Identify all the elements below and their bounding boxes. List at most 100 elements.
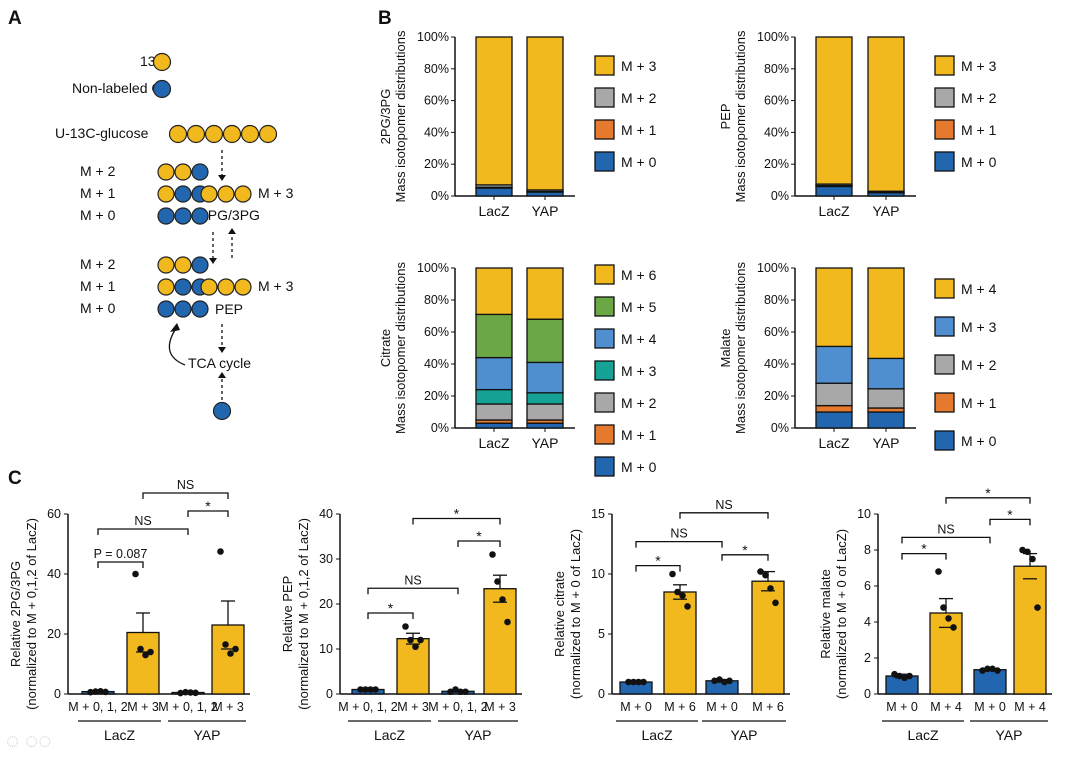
- arrows: [168, 150, 233, 400]
- category-label: LacZ: [818, 435, 850, 451]
- iso-label: M + 1: [80, 185, 116, 201]
- significance-bracket: [367, 612, 414, 619]
- category-label: M + 6: [752, 700, 784, 714]
- data-point: [979, 667, 986, 674]
- data-point: [935, 568, 942, 575]
- category-label: LacZ: [478, 435, 510, 451]
- legend-swatch: [934, 354, 955, 375]
- significance-label: *: [742, 542, 748, 558]
- significance-bracket: [412, 517, 501, 525]
- significance-bracket: [142, 492, 229, 499]
- legend-swatch: [594, 424, 615, 445]
- y-axis-sublabel: (normalized to M + 0,1,2 of LacZ): [24, 518, 39, 710]
- y-tick-label: 40%: [764, 125, 789, 139]
- stacked-segment: [475, 313, 513, 359]
- y-tick-label: 15: [591, 507, 605, 521]
- labeled-carbon-icon: [174, 256, 192, 274]
- legend-swatch: [594, 264, 615, 285]
- legend-swatch: [594, 119, 615, 140]
- data-point: [679, 592, 686, 599]
- data-point: [945, 615, 952, 622]
- category-label: M + 3: [212, 700, 244, 714]
- data-point: [711, 677, 718, 685]
- unlabeled-carbon-icon: [174, 185, 192, 203]
- group-label: YAP: [996, 727, 1023, 743]
- significance-label: *: [1007, 506, 1013, 522]
- data-point: [92, 688, 99, 695]
- data-point: [994, 667, 1001, 674]
- legend-label: M + 3: [961, 58, 997, 74]
- legend-swatch: [934, 55, 955, 76]
- data-point: [417, 636, 424, 644]
- data-point: [87, 688, 94, 696]
- significance-bracket: [679, 512, 769, 519]
- data-point: [462, 688, 469, 696]
- stacked-segment: [526, 403, 564, 421]
- labeled-carbon-icon: [157, 278, 175, 296]
- legend-swatch: [594, 456, 615, 477]
- data-point: [504, 618, 511, 626]
- glucose-label: U-13C-glucose: [55, 125, 149, 141]
- y-tick-label: 5: [598, 627, 605, 641]
- y-tick-label: 20: [319, 597, 333, 611]
- y-axis-sublabel: (normalized to M + 0,1,2 of LacZ): [296, 518, 311, 710]
- unlabeled-carbon-icon: [157, 300, 175, 318]
- data-point: [402, 623, 409, 630]
- significance-label: *: [921, 541, 927, 557]
- chart-title: PEP: [718, 103, 733, 129]
- data-point: [102, 688, 109, 696]
- labeled-carbon-icon: [217, 185, 235, 203]
- labeled-carbon-icon: [217, 278, 235, 296]
- significance-label: NS: [134, 514, 151, 528]
- y-tick-label: 80%: [764, 293, 789, 307]
- legend-swatch: [594, 55, 615, 76]
- y-tick-label: 100%: [417, 30, 449, 44]
- legend-swatch: [934, 87, 955, 108]
- bar: [211, 624, 245, 695]
- stacked-segment: [867, 36, 905, 192]
- y-tick-label: 60%: [424, 94, 449, 108]
- stacked-segment: [526, 36, 564, 191]
- data-point: [222, 641, 229, 648]
- labeled-carbon-icon: [204, 124, 224, 144]
- category-label: YAP: [532, 203, 559, 219]
- y-tick-label: 100%: [757, 261, 789, 275]
- data-point: [452, 686, 459, 693]
- legend-label: M + 0: [621, 154, 657, 170]
- y-tick-label: 40%: [424, 125, 449, 139]
- panel-label-b: B: [378, 8, 392, 29]
- significance-label: *: [655, 553, 661, 569]
- stacked-segment: [475, 267, 513, 316]
- data-point: [372, 686, 379, 693]
- stacked-segment: [815, 382, 853, 407]
- chart-2: 0% 20% 40% 60% 80% 100% LacZ YAP Citrate Mass iso…: [378, 261, 657, 477]
- bar: [751, 580, 785, 695]
- legend-label: M + 1: [621, 427, 657, 443]
- significance-bracket: [721, 554, 769, 561]
- significance-label: *: [205, 498, 211, 514]
- stacked-segment: [815, 411, 853, 429]
- stacked-segment: [475, 356, 513, 391]
- significance-bracket: [635, 564, 681, 572]
- y-tick-label: 0: [54, 687, 61, 701]
- y-tick-label: 20%: [424, 157, 449, 171]
- bar: [126, 631, 160, 695]
- labeled-carbon-icon: [174, 163, 192, 181]
- y-tick-label: 40%: [424, 357, 449, 371]
- y-tick-label: 40%: [764, 357, 789, 371]
- data-point: [489, 551, 496, 558]
- labeled-carbon-icon: [240, 124, 260, 144]
- category-label: YAP: [873, 435, 900, 451]
- y-tick-label: 4: [864, 615, 871, 629]
- category-label: M + 3: [484, 700, 516, 714]
- data-point: [1019, 546, 1026, 554]
- y-tick-label: 100%: [757, 30, 789, 44]
- iso-label: M + 2: [80, 163, 116, 179]
- data-point: [447, 688, 454, 696]
- y-axis-label: Relative citrate: [552, 571, 567, 657]
- y-tick-label: 60%: [424, 325, 449, 339]
- legend-swatch: [594, 151, 615, 172]
- legend-label: M + 6: [621, 267, 657, 283]
- legend-label: M + 2: [961, 357, 997, 373]
